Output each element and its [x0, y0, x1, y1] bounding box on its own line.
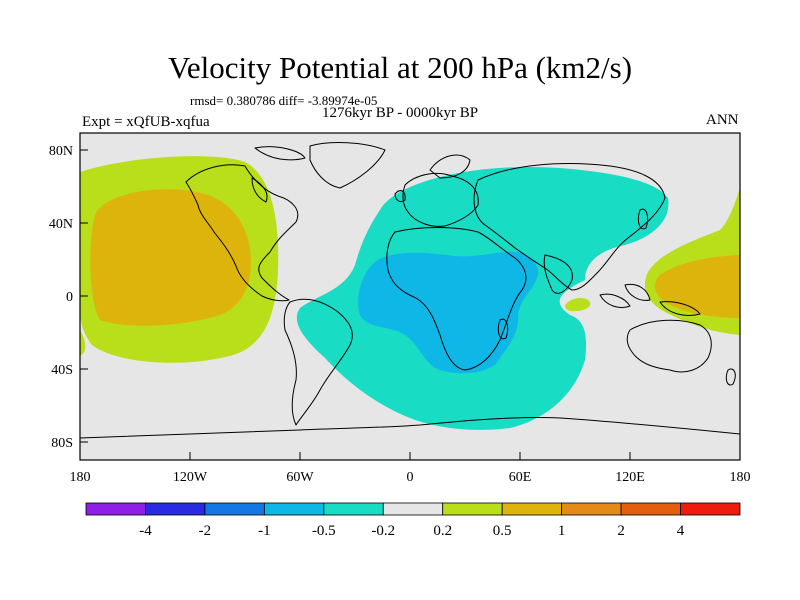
- coast-new-guinea: [659, 301, 701, 316]
- stats-text: rmsd= 0.380786 diff= -3.89974e-05: [190, 93, 378, 108]
- ylabel-80n: 80N: [49, 144, 73, 159]
- contour-pacific-pos-0.5: [90, 189, 251, 326]
- coast-hudson: [251, 177, 268, 203]
- xlabel-120w: 120W: [173, 470, 208, 485]
- season-label: ANN: [706, 112, 739, 128]
- coast-australia: [626, 319, 712, 373]
- coast-greenland: [309, 142, 386, 189]
- contour-africa-neg-0.5: [358, 251, 539, 374]
- coast-north-america: [185, 164, 299, 302]
- coast-indonesia-2: [624, 283, 651, 301]
- xlabel-120e: 120E: [615, 470, 645, 485]
- xlabel-60e: 60E: [509, 470, 532, 485]
- colorbar-label: -2: [199, 523, 212, 539]
- coast-arctic-islands: [254, 146, 306, 161]
- coast-south-america: [283, 298, 353, 426]
- coast-africa: [386, 227, 527, 371]
- xlabel-180-right: 180: [730, 470, 751, 485]
- map-title: Velocity Potential at 200 hPa (km2/s): [167, 50, 633, 85]
- map-panel: [80, 133, 740, 460]
- colorbar-swatch: [323, 502, 384, 516]
- colorbar-swatch: [501, 502, 563, 516]
- experiment-label: Expt = xQfUB-xqfua: [82, 114, 210, 130]
- colorbar: -4 -2 -1 -0.5 -0.2 0.2 0.5 1 2 4: [85, 502, 741, 539]
- xlabel-180-left: 180: [70, 470, 91, 485]
- ylabel-80s: 80S: [51, 436, 73, 451]
- coast-scandinavia: [429, 154, 471, 179]
- colorbar-label: -0.2: [371, 523, 395, 539]
- coast-antarctica: [80, 416, 740, 439]
- contour-indian-pos-blob: [565, 298, 591, 312]
- axis-ticks: [80, 149, 631, 460]
- coast-indonesia-1: [599, 293, 631, 309]
- xlabel-60w: 60W: [286, 470, 314, 485]
- ylabel-40n: 40N: [49, 217, 73, 232]
- ylabel-40s: 40S: [51, 363, 73, 378]
- coast-europe: [402, 172, 479, 227]
- colorbar-swatch: [263, 502, 325, 516]
- coast-india: [543, 254, 573, 294]
- time-range-subtitle: 1276kyr BP - 0000kyr BP: [322, 105, 479, 121]
- contour-westpac-pos-small: [80, 330, 86, 356]
- colorbar-swatch: [620, 502, 681, 516]
- colorbar-label: 4: [677, 523, 685, 539]
- colorbar-swatch: [561, 502, 622, 516]
- colorbar-label: 0.5: [493, 523, 512, 539]
- colorbar-swatch: [382, 502, 444, 516]
- colorbar-label: -0.5: [312, 523, 336, 539]
- colorbar-label: 2: [617, 523, 625, 539]
- ylabel-0: 0: [66, 290, 73, 305]
- coast-new-zealand: [725, 368, 736, 386]
- colorbar-swatch: [85, 502, 146, 516]
- colorbar-swatch: [442, 502, 503, 516]
- xlabel-0: 0: [407, 470, 414, 485]
- colorbar-swatch: [145, 502, 206, 516]
- colorbar-label: 1: [558, 523, 566, 539]
- coast-japan: [637, 208, 649, 230]
- colorbar-swatch: [204, 502, 265, 516]
- colorbar-swatch: [680, 502, 741, 516]
- colorbar-label: -1: [258, 523, 271, 539]
- colorbar-label: 0.2: [433, 523, 452, 539]
- coast-britain: [394, 190, 406, 203]
- colorbar-label: -4: [139, 523, 152, 539]
- coastlines: [80, 142, 740, 439]
- coast-asia: [473, 163, 666, 291]
- coast-madagascar: [497, 318, 509, 340]
